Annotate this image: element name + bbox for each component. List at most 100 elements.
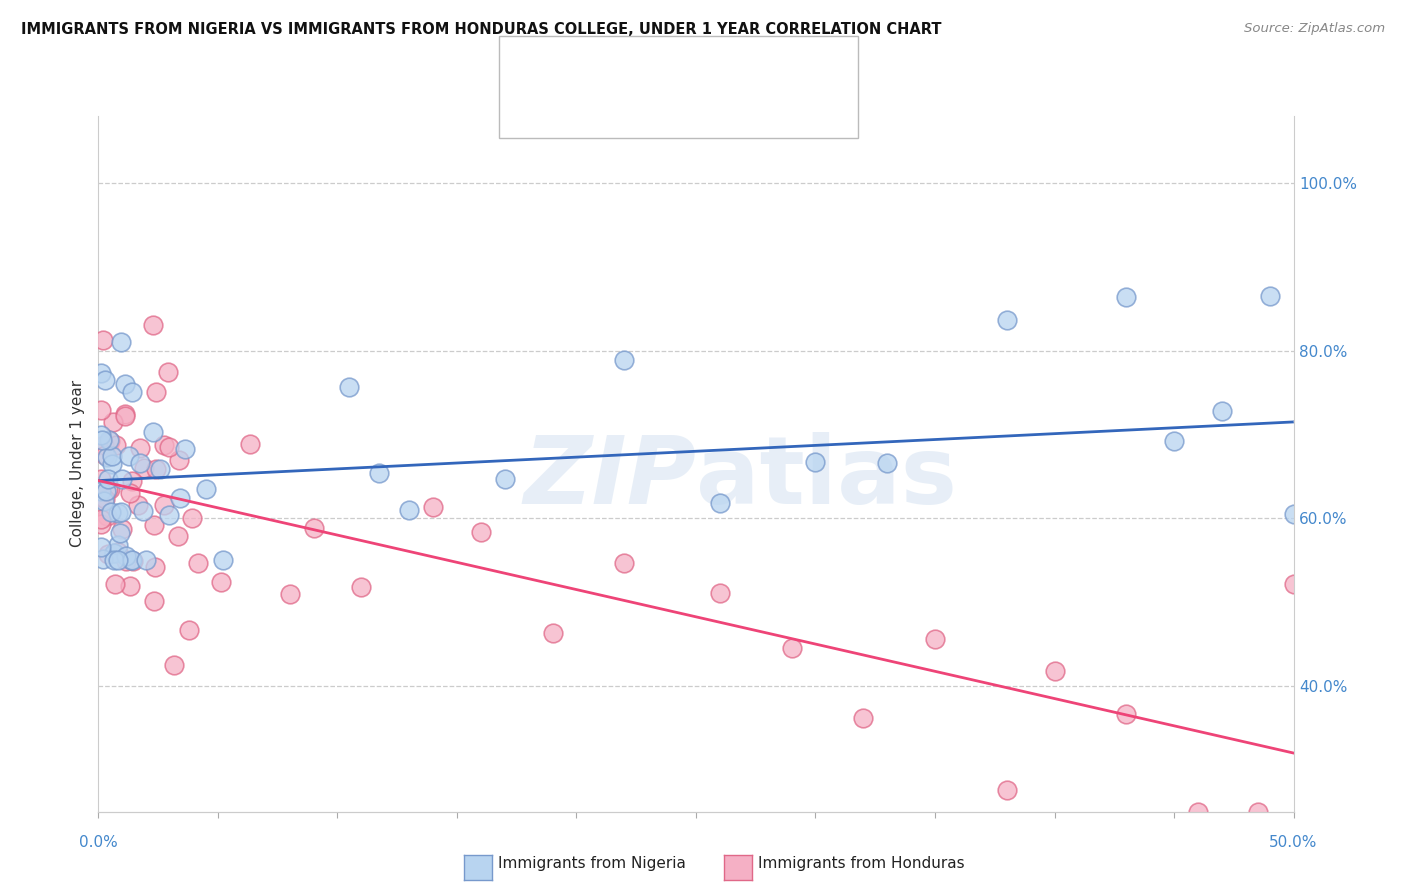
Point [194,482,217,496]
Point [107,539,129,553]
Point [103,546,125,560]
Point [143,560,166,574]
Point [187,556,209,570]
Point [1246,805,1268,819]
Point [1258,289,1281,303]
Point [157,365,180,379]
Text: 50.0%: 50.0% [1270,836,1317,850]
Point [1378,789,1400,803]
Text: Immigrants from Nigeria: Immigrants from Nigeria [498,856,686,871]
Point [141,318,163,333]
Point [90,483,112,498]
Point [339,380,360,394]
Point [709,495,731,509]
Point [131,504,153,518]
Text: Source: ZipAtlas.com: Source: ZipAtlas.com [1244,22,1385,36]
Point [91,433,114,447]
Point [350,580,373,594]
Point [98,434,121,449]
Point [181,511,204,525]
Point [143,593,166,607]
Point [709,586,731,600]
Point [1330,750,1353,764]
Point [494,472,516,486]
Point [108,525,131,540]
Point [90,472,112,486]
Point [173,442,195,456]
Point [209,574,232,589]
Point [94,491,117,506]
Point [120,553,142,567]
Point [541,626,564,640]
Point [90,516,112,531]
Point [145,384,167,399]
Text: ZIP: ZIP [523,432,696,524]
Point [1115,290,1137,304]
Point [93,493,115,508]
Point [91,334,114,348]
Point [118,579,141,593]
Point [94,448,117,462]
Point [90,403,112,417]
Point [96,508,118,523]
Point [142,518,165,533]
Point [239,436,262,450]
Point [104,577,127,591]
Point [924,632,946,646]
Y-axis label: College, Under 1 year: College, Under 1 year [70,380,86,548]
Point [107,506,129,520]
Point [115,549,138,563]
Point [111,473,134,487]
Point [100,449,122,463]
Point [122,554,145,568]
Point [1282,507,1305,521]
Point [135,553,157,567]
Point [1163,434,1185,448]
Point [120,486,142,500]
Point [118,449,141,463]
Point [852,711,875,725]
Point [96,450,118,465]
Point [302,521,325,535]
Point [90,512,112,526]
Point [177,623,200,637]
Point [110,335,132,350]
Point [111,522,134,536]
Point [1211,403,1233,417]
Text: R =  0.099   N = 55: R = 0.099 N = 55 [548,57,710,75]
Point [804,455,827,469]
Point [1115,706,1137,721]
Text: atlas: atlas [696,432,957,524]
Point [149,462,172,476]
Point [1282,577,1305,591]
Point [97,483,120,497]
Point [368,466,391,480]
Point [142,425,165,439]
Point [995,313,1018,327]
Point [398,503,420,517]
Text: 0.0%: 0.0% [79,836,118,850]
Point [212,553,235,567]
Point [169,491,191,505]
Point [613,352,636,367]
Point [1043,665,1066,679]
Point [167,529,190,543]
Text: R = -0.334   N = 71: R = -0.334 N = 71 [548,101,711,119]
Point [100,505,122,519]
Point [157,508,180,522]
Point [121,385,143,400]
Point [132,461,155,475]
Point [127,498,149,512]
Point [97,433,120,447]
Text: IMMIGRANTS FROM NIGERIA VS IMMIGRANTS FROM HONDURAS COLLEGE, UNDER 1 YEAR CORREL: IMMIGRANTS FROM NIGERIA VS IMMIGRANTS FR… [21,22,942,37]
Point [470,524,492,539]
Point [613,556,636,570]
Point [94,373,117,387]
Point [129,441,152,455]
Point [107,545,129,559]
Point [152,498,174,512]
Point [103,416,125,430]
Point [96,484,118,499]
Point [780,640,803,655]
Point [129,456,152,470]
